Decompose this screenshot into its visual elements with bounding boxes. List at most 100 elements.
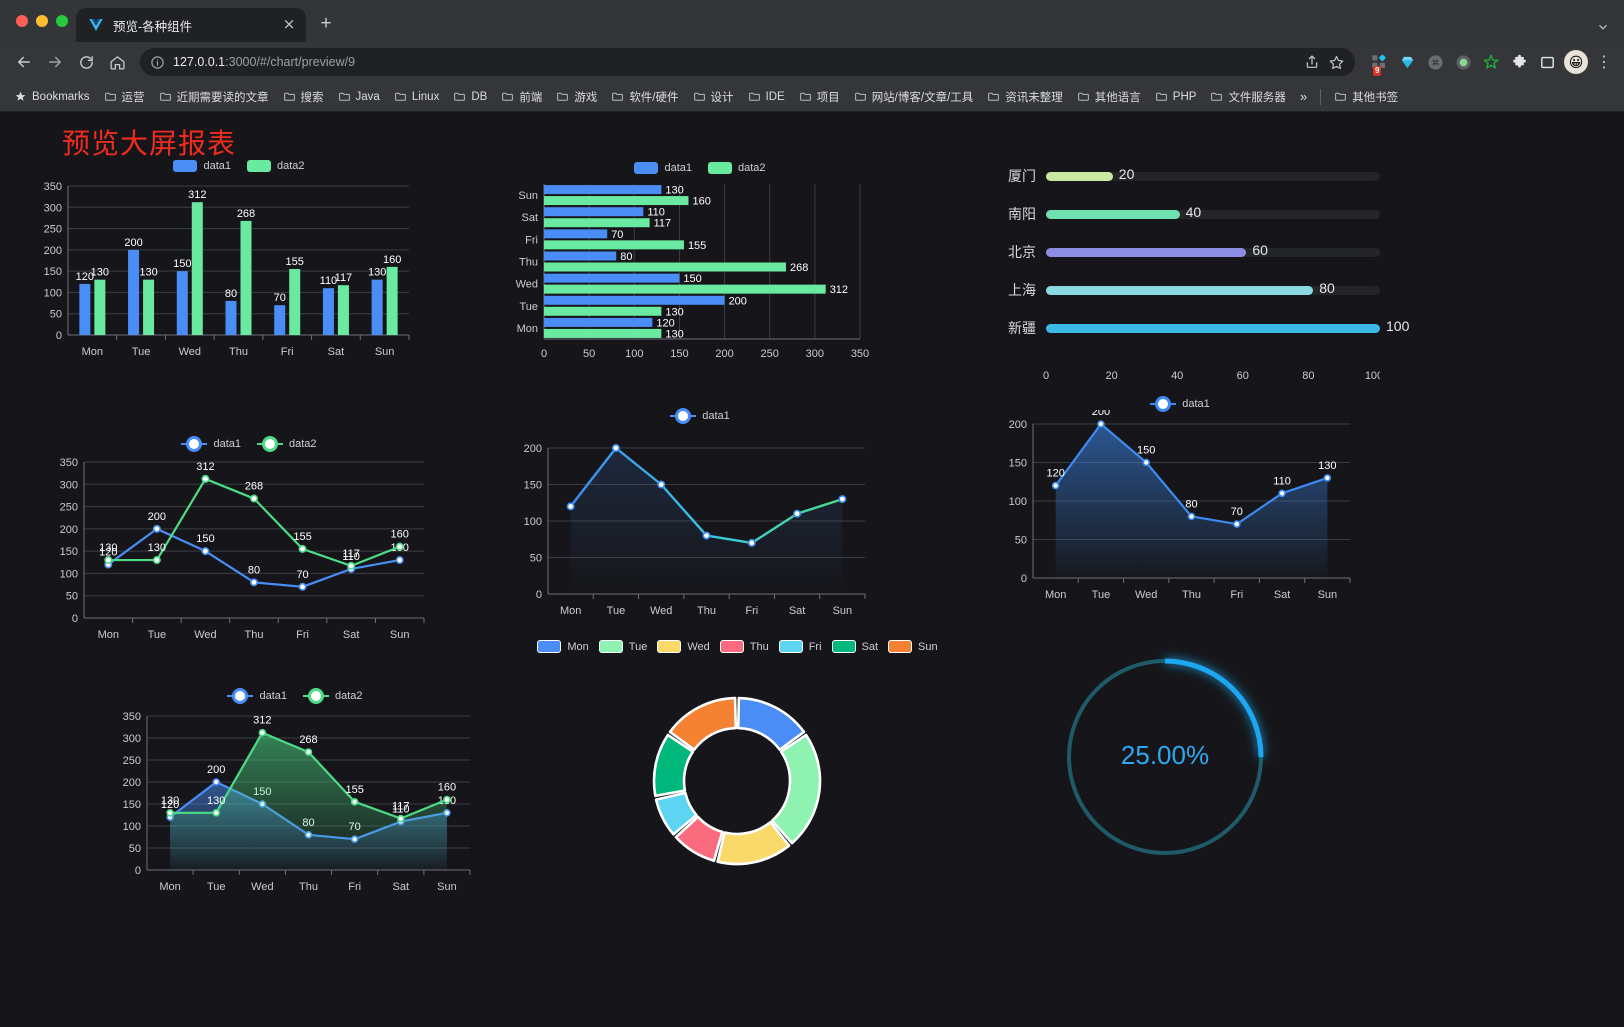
legend-item-data1[interactable]: data1	[1150, 398, 1210, 410]
legend-item-Mon[interactable]: Mon	[537, 640, 589, 653]
legend-item-Sat[interactable]: Sat	[831, 640, 878, 653]
browser-menu-button[interactable]: ⋮	[1596, 54, 1612, 71]
legend-item-Sun[interactable]: Sun	[888, 640, 938, 653]
svg-text:Sun: Sun	[518, 190, 538, 202]
svg-text:Thu: Thu	[229, 346, 248, 358]
legend-item-Fri[interactable]: Fri	[778, 640, 822, 653]
svg-text:Sat: Sat	[789, 605, 806, 617]
tab-list-chevron-down-icon[interactable]	[1596, 20, 1610, 34]
share-icon[interactable]	[1304, 54, 1320, 70]
donut-slice-Fri[interactable]	[654, 791, 698, 836]
green-dot-icon[interactable]	[1452, 51, 1474, 73]
bookmark-item[interactable]: DB	[447, 87, 493, 106]
chart-donut: Mon Tue Wed Thu Fri Sat Sun	[505, 640, 970, 920]
bookmark-item[interactable]: IDE	[742, 87, 791, 106]
progress-value: 60	[1252, 241, 1268, 258]
info-circle-icon[interactable]	[150, 55, 165, 70]
folder-icon	[338, 90, 351, 103]
legend-item-data1[interactable]: data1	[670, 410, 730, 422]
profile-avatar[interactable]: 😀	[1564, 50, 1588, 74]
bookmark-item[interactable]: 前端	[495, 86, 548, 108]
bookmark-item[interactable]: 近期需要读的文章	[153, 86, 275, 108]
folder-icon	[159, 90, 172, 103]
puzzle-icon[interactable]	[1508, 51, 1530, 73]
donut-slice-Sat[interactable]	[652, 733, 695, 798]
legend-item-data2[interactable]: data2	[303, 690, 363, 702]
donut-slice-Sun[interactable]	[668, 696, 738, 751]
bookmark-item[interactable]: 网站/博客/文章/工具	[848, 86, 980, 108]
browser-tab[interactable]: 预览-各种组件 ×	[76, 8, 306, 42]
bookmark-item[interactable]: 项目	[793, 86, 846, 108]
star-outline-icon[interactable]	[1480, 51, 1502, 73]
svg-text:50: 50	[50, 309, 62, 321]
bookmark-star-icon[interactable]	[1328, 54, 1345, 71]
legend-item-data2[interactable]: data2	[257, 438, 317, 450]
legend-item-data1[interactable]: data1	[181, 438, 241, 450]
bookmarks-root[interactable]: Bookmarks	[8, 87, 96, 106]
maximize-window-button[interactable]	[56, 15, 68, 27]
bookmark-item[interactable]: PHP	[1149, 87, 1203, 106]
bookmark-item[interactable]: 运营	[98, 86, 151, 108]
svg-text:250: 250	[761, 348, 779, 360]
svg-text:Thu: Thu	[697, 605, 716, 617]
forward-button[interactable]	[41, 48, 69, 76]
svg-text:0: 0	[72, 613, 78, 625]
legend-item-Tue[interactable]: Tue	[598, 640, 647, 653]
close-tab-button[interactable]: ×	[282, 15, 296, 33]
bookmark-item[interactable]: 设计	[687, 86, 740, 108]
bookmark-label: DB	[471, 90, 488, 103]
legend-item-Wed[interactable]: Wed	[657, 640, 710, 653]
svg-text:Wed: Wed	[194, 629, 216, 641]
donut-slice-Wed[interactable]	[716, 820, 791, 866]
legend-item-data1[interactable]: data1	[173, 160, 231, 172]
home-button[interactable]	[103, 48, 131, 76]
svg-text:100: 100	[1365, 370, 1380, 382]
folder-icon	[1077, 90, 1090, 103]
legend-item-data1[interactable]: data1	[227, 690, 287, 702]
legend-item-data2[interactable]: data2	[247, 160, 305, 172]
progress-rows: 厦门 20 南阳 40 北京 60 上海 80 新疆 100	[990, 157, 1409, 347]
diamond-icon[interactable]	[1396, 51, 1418, 73]
legend-line-gradient: data1	[500, 410, 900, 422]
bookmark-item[interactable]: Linux	[388, 87, 446, 106]
close-window-button[interactable]	[16, 15, 28, 27]
url-text: 127.0.0.1:3000/#/chart/preview/9	[173, 55, 355, 69]
svg-text:130: 130	[148, 542, 166, 554]
bookmark-item[interactable]: 其他语言	[1071, 86, 1147, 108]
svg-text:110: 110	[1273, 475, 1291, 487]
legend-label: data1	[664, 162, 692, 174]
minimize-window-button[interactable]	[36, 15, 48, 27]
svg-text:150: 150	[524, 480, 542, 492]
vue-logo-icon	[88, 17, 104, 33]
folder-icon	[556, 90, 569, 103]
legend-item-Thu[interactable]: Thu	[719, 640, 769, 653]
legend-item-data1[interactable]: data1	[634, 162, 692, 174]
bookmark-item[interactable]: 搜索	[277, 86, 330, 108]
window-controls	[10, 0, 76, 42]
other-bookmarks-folder[interactable]: 其他书签	[1328, 86, 1404, 108]
bookmark-item[interactable]: 软件/硬件	[605, 86, 684, 108]
new-tab-button[interactable]: +	[320, 13, 332, 34]
bookmarks-overflow-button[interactable]: »	[1299, 89, 1308, 104]
address-bar[interactable]: 127.0.0.1:3000/#/chart/preview/9	[140, 48, 1355, 76]
bookmark-label: Linux	[411, 90, 440, 103]
svg-text:130: 130	[665, 306, 683, 318]
svg-text:110: 110	[392, 804, 410, 816]
reload-button[interactable]	[72, 48, 100, 76]
donut-slice-Mon[interactable]	[736, 696, 806, 751]
command-circle-icon[interactable]: ⌘	[1424, 51, 1446, 73]
chart-line-gradient: data1 0 50 100 150 200 Mon Tue Wed Thu Fri Sat Sun	[500, 404, 900, 634]
bookmark-item[interactable]: 游戏	[550, 86, 603, 108]
donut-slice-Thu[interactable]	[674, 815, 724, 863]
donut-slice-Tue[interactable]	[770, 733, 822, 845]
bookmark-item[interactable]: 文件服务器	[1204, 86, 1292, 108]
progress-label: 北京	[1008, 245, 1036, 261]
sidepanel-icon[interactable]	[1536, 51, 1558, 73]
extensions-grid-icon[interactable]: 9	[1368, 51, 1390, 76]
bookmark-item[interactable]: Java	[332, 87, 386, 106]
back-button[interactable]	[10, 48, 38, 76]
chart-area-single: data1 0 50 100 150 200 Mon Tue Wed Thu Fri Sat Sun 1…	[985, 392, 1375, 622]
svg-text:Thu: Thu	[1182, 589, 1201, 601]
bookmark-item[interactable]: 资讯未整理	[981, 86, 1069, 108]
legend-item-data2[interactable]: data2	[708, 162, 766, 174]
